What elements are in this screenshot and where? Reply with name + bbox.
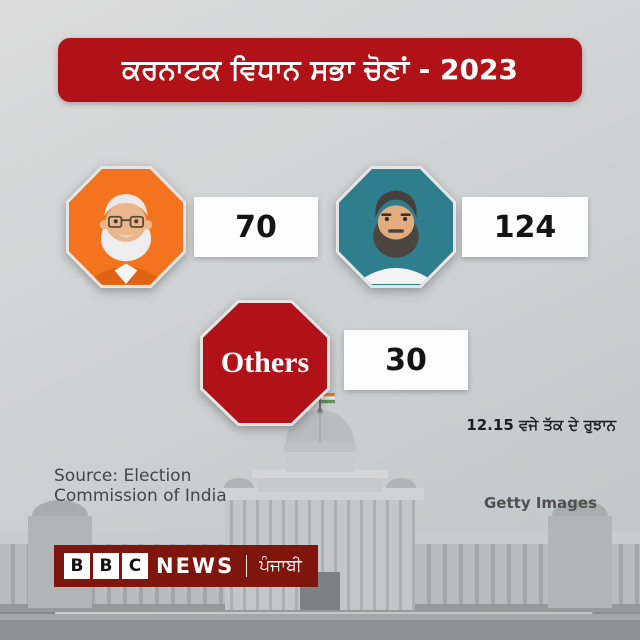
modi-portrait-icon [69,169,183,285]
footer-divider [246,555,248,577]
page-title: ਕਰਨਾਟਕ ਵਿਧਾਨ ਸਭਾ ਚੋਣਾਂ - 2023 [122,53,518,86]
others-label-octagon: Others [203,303,327,423]
others-badge: Others [200,300,330,426]
bbc-logo-letter-c: C [122,553,148,579]
title-banner: ਕਰਨਾਟਕ ਵਿਧਾਨ ਸਭਾ ਚੋਣਾਂ - 2023 [58,38,582,102]
footer-language-label: ਪੰਜਾਬੀ [259,556,302,576]
congress-seat-count: 124 [462,197,588,257]
image-credit: Getty Images [484,494,597,512]
trends-time-note: 12.15 ਵਜੇ ਤੱਕ ਦੇ ਰੁਝਾਨ [466,416,616,434]
others-label: Others [220,346,310,379]
source-credit: Source: Election Commission of India [54,466,227,507]
bbc-footer-strip: B B C NEWS ਪੰਜਾਬੀ [54,545,318,587]
bjp-badge [66,166,186,288]
bjp-seat-count: 70 [194,197,318,257]
bbc-news-wordmark: NEWS [156,554,235,578]
congress-badge-border [336,166,456,288]
congress-seat-value: 124 [493,209,557,245]
others-badge-border: Others [200,300,330,426]
congress-badge [336,166,456,288]
bbc-logo-letter-b1: B [64,553,90,579]
india-flag-icon [319,392,335,412]
others-seat-count: 30 [344,330,468,390]
others-seat-value: 30 [385,342,427,378]
bjp-seat-value: 70 [235,209,277,245]
bbc-logo: B B C [64,553,148,579]
bjp-badge-border [66,166,186,288]
rahul-gandhi-portrait-icon [339,169,453,285]
vidhana-soudha-building-illustration [0,392,640,640]
bbc-logo-letter-b2: B [93,553,119,579]
